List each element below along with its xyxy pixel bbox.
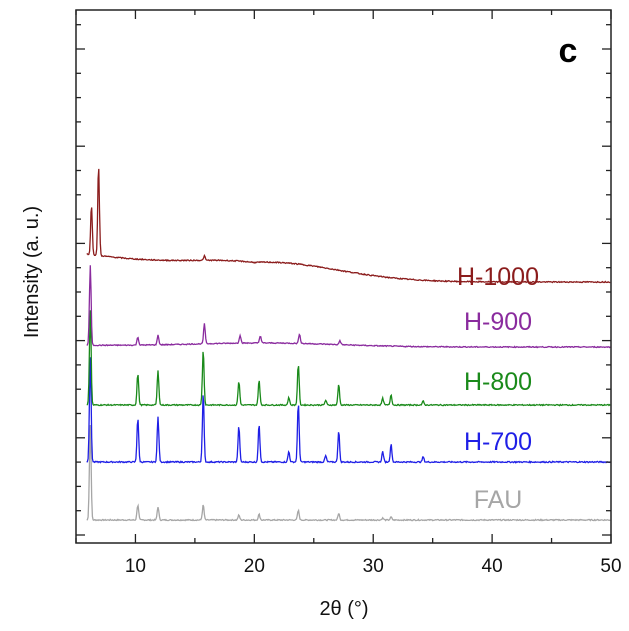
series-line-h-800 — [86, 310, 611, 407]
ticks-layer — [75, 10, 612, 543]
series-line-h-900 — [86, 265, 611, 349]
series-label-h-900: H-900 — [464, 308, 532, 336]
x-tick-label: 50 — [600, 556, 621, 577]
series-label-h-1000: H-1000 — [457, 263, 539, 291]
x-tick-label: 10 — [125, 556, 146, 577]
x-tick-label: 30 — [363, 556, 384, 577]
series-label-h-700: H-700 — [464, 428, 532, 456]
x-tick-label: 20 — [244, 556, 265, 577]
series-line-h-1000 — [86, 168, 611, 284]
series-labels: FAU H-700 H-800 H-900 H-1000 — [457, 263, 539, 514]
panel-label: c — [559, 32, 578, 70]
series-line-fau — [86, 424, 611, 522]
x-tick-label: 40 — [482, 556, 503, 577]
series-label-h-800: H-800 — [464, 368, 532, 396]
plot-frame — [75, 9, 612, 544]
x-axis-title: 2θ (°) — [319, 598, 368, 620]
y-axis-title: Intensity (a. u.) — [21, 206, 43, 338]
x-tick-labels: 10 20 30 40 50 — [125, 556, 622, 577]
series-layer — [86, 168, 611, 522]
series-label-fau: FAU — [474, 486, 523, 514]
series-line-h-700 — [86, 357, 611, 464]
